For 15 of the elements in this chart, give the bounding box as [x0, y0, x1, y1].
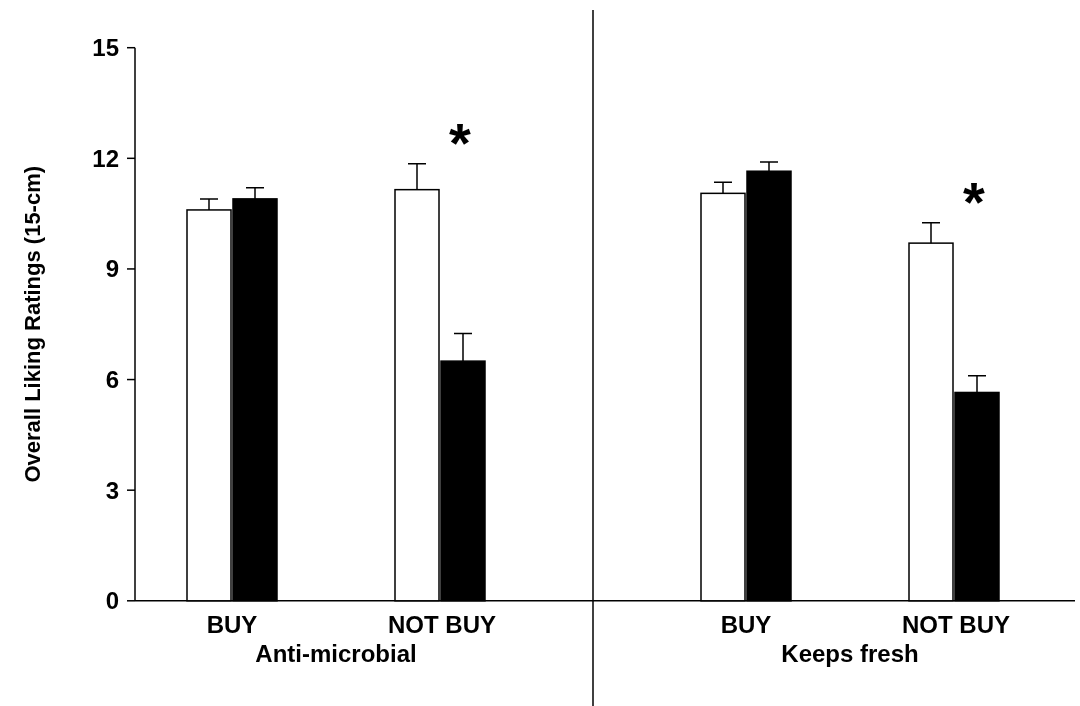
y-tick-label: 12: [92, 144, 119, 172]
y-tick-label: 0: [105, 587, 119, 615]
y-axis-title: Overall Liking Ratings (15-cm): [20, 165, 45, 483]
text: Keeps fresh: [781, 640, 919, 667]
y-tick-label: 9: [105, 255, 119, 283]
y-tick-label: 15: [92, 34, 119, 62]
x-tick-label: NOT BUY: [388, 611, 496, 638]
annotation: *: [963, 169, 986, 233]
text: Anti-microbial: [255, 640, 417, 667]
annotation: *: [449, 110, 472, 174]
x-tick-label: BUY: [720, 611, 772, 638]
y-tick-label: 3: [105, 476, 119, 504]
x-tick-label: BUY: [206, 611, 258, 638]
y-tick-label: 6: [105, 365, 119, 393]
x-tick-label: NOT BUY: [902, 611, 1010, 638]
